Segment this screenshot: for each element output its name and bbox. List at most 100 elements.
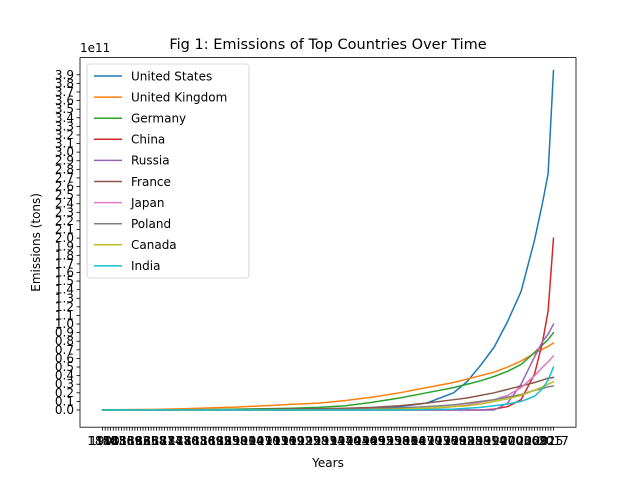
- y-tick-label: 1.6: [55, 265, 74, 279]
- x-tick-label: 1955: [371, 434, 402, 448]
- y-tick-label: 0.3: [55, 377, 74, 391]
- x-tick-label: 1922: [282, 434, 313, 448]
- x-tick-label: 1868: [136, 434, 167, 448]
- x-tick-label: 1859: [112, 434, 143, 448]
- x-tick-label: 1967: [403, 434, 434, 448]
- series-line-united-kingdom: [101, 342, 555, 411]
- y-tick-label: 1.8: [55, 248, 74, 262]
- legend-label-germany: Germany: [131, 112, 186, 126]
- x-tick-label: 1910: [249, 434, 280, 448]
- y-tick-label: 0.1: [55, 394, 74, 408]
- x-tick-label: 1985: [452, 434, 483, 448]
- chart-title: Fig 1: Emissions of Top Countries Over T…: [169, 37, 486, 53]
- x-tick-label: 2003: [500, 434, 531, 448]
- x-tick-label: 2009: [517, 434, 548, 448]
- x-tick-label: 1961: [387, 434, 418, 448]
- x-tick-label: 1958: [379, 434, 410, 448]
- y-tick-label: 3.6: [55, 94, 74, 108]
- x-tick-label: 1874: [152, 434, 183, 448]
- x-tick-label: 1880: [168, 434, 199, 448]
- x-tick-label: 2012: [525, 434, 556, 448]
- y-tick-label: 2.7: [55, 171, 74, 185]
- legend-label-united-kingdom: United Kingdom: [131, 90, 227, 104]
- x-tick-label: 1988: [460, 434, 491, 448]
- x-tick-label: 1898: [217, 434, 248, 448]
- x-tick-label: 1886: [184, 434, 215, 448]
- y-tick-label: 0.8: [55, 334, 74, 348]
- legend-label-russia: Russia: [131, 154, 170, 168]
- x-tick-label: 1856: [103, 434, 134, 448]
- legend-label-united-states: United States: [131, 69, 212, 83]
- legend-label-france: France: [131, 175, 171, 189]
- x-tick-label: 1982: [444, 434, 475, 448]
- y-tick-label: 3.5: [55, 102, 74, 116]
- x-tick-label: 1862: [120, 434, 151, 448]
- x-tick-label: 1919: [274, 434, 305, 448]
- y-tick-label: 3.8: [55, 76, 74, 90]
- x-tick-label: 1964: [395, 434, 426, 448]
- x-tick-label: 2015: [533, 434, 564, 448]
- y-tick-label: 0.4: [55, 369, 74, 383]
- x-tick-label: 1928: [298, 434, 329, 448]
- y-tick-label: 2.1: [55, 223, 74, 237]
- x-axis-label: Years: [311, 456, 344, 470]
- x-tick-label: 1946: [346, 434, 377, 448]
- series-lines: [101, 69, 555, 411]
- x-tick-label: 1934: [314, 434, 345, 448]
- x-tick-label: 1904: [233, 434, 264, 448]
- y-tick-label: 2.3: [55, 205, 74, 219]
- y-tick-label: 0.0: [55, 403, 74, 417]
- x-tick-label: 2006: [509, 434, 540, 448]
- x-tick-label: 1943: [338, 434, 369, 448]
- legend-label-japan: Japan: [130, 196, 164, 210]
- x-tick-label: 1973: [419, 434, 450, 448]
- y-tick-label: 3.0: [55, 145, 74, 159]
- y-axis-label: Emissions (tons): [29, 193, 43, 292]
- x-tick-label: 1937: [322, 434, 353, 448]
- series-line-india: [101, 366, 555, 411]
- x-tick-label: 1883: [176, 434, 207, 448]
- y-tick-label: 2.9: [55, 154, 74, 168]
- y-tick-label: 3.7: [55, 85, 74, 99]
- x-tick-label: 1925: [290, 434, 321, 448]
- y-tick-label: 2.0: [55, 231, 74, 245]
- y-tick-label: 1.7: [55, 257, 74, 271]
- y-tick-label: 0.9: [55, 326, 74, 340]
- legend-label-canada: Canada: [131, 238, 177, 252]
- x-tick-label: 1913: [257, 434, 288, 448]
- legend-label-china: China: [131, 133, 165, 147]
- y-tick-label: 1.5: [55, 274, 74, 288]
- x-tick-label: 1916: [265, 434, 296, 448]
- x-tick-label: 1901: [225, 434, 256, 448]
- y-tick-label: 3.3: [55, 119, 74, 133]
- x-tick-label: 1892: [201, 434, 232, 448]
- x-tick-label: 1949: [355, 434, 386, 448]
- x-tick-label: 1871: [144, 434, 175, 448]
- x-tick-label: 1940: [330, 434, 361, 448]
- x-tick-label: 1889: [193, 434, 224, 448]
- legend: United States United Kingdom Germany China R…: [86, 63, 250, 279]
- y-tick-label: 2.8: [55, 162, 74, 176]
- legend-label-india: India: [131, 259, 160, 273]
- y-tick-label: 0.2: [55, 386, 74, 400]
- x-tick-label: 2000: [492, 434, 523, 448]
- y-tick-label: 1.0: [55, 317, 74, 331]
- y-tick-label: 0.7: [55, 343, 74, 357]
- x-tick-label: 1979: [436, 434, 467, 448]
- x-tick-label: 1931: [306, 434, 337, 448]
- x-tick-label: 1952: [363, 434, 394, 448]
- x-axis-ticks: 1850185318561859186218651868187118741877…: [87, 427, 569, 448]
- y-tick-label: 0.6: [55, 351, 74, 365]
- plot-frame: [79, 57, 577, 428]
- y-tick-label: 3.9: [55, 68, 74, 82]
- x-tick-label: 1970: [411, 434, 442, 448]
- y-tick-label: 3.1: [55, 137, 74, 151]
- x-tick-label: 1850: [87, 434, 118, 448]
- legend-box: [86, 63, 250, 279]
- x-tick-label: 1877: [160, 434, 191, 448]
- y-axis-offset-label: 1e11: [80, 41, 110, 55]
- x-tick-label: 1895: [209, 434, 240, 448]
- y-tick-label: 2.2: [55, 214, 74, 228]
- x-tick-label: 1991: [468, 434, 499, 448]
